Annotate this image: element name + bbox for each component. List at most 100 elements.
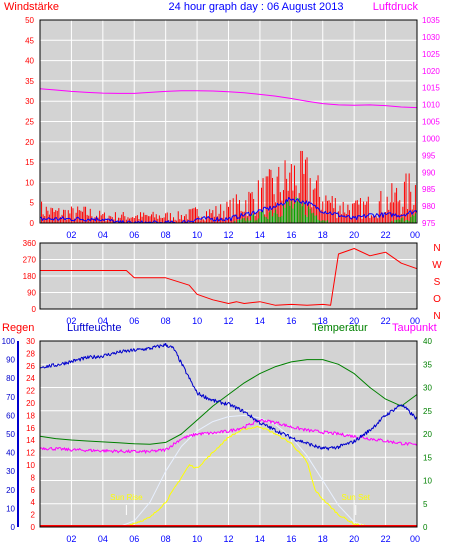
average-wind-line bbox=[39, 197, 418, 224]
rain-y-tick: 8 bbox=[31, 473, 36, 482]
wind-direction-line bbox=[40, 248, 418, 306]
direction-panel-x-tick: 22 bbox=[381, 316, 391, 326]
direction-panel-x-tick: 10 bbox=[192, 316, 202, 326]
temperature-line bbox=[39, 359, 418, 445]
humidity-y-tick: 0 bbox=[11, 523, 16, 532]
humidity-y-tick: 60 bbox=[6, 411, 15, 420]
humidity-y-tick: 50 bbox=[6, 430, 15, 439]
wind-panel-x-tick: 22 bbox=[381, 230, 391, 240]
wind-panel-frame bbox=[39, 19, 418, 224]
sunset-label: Sun Set bbox=[342, 493, 371, 502]
direction-y-tick: 0 bbox=[32, 305, 37, 314]
pressure-y-tick: 1010 bbox=[422, 101, 440, 110]
pressure-y-tick: 980 bbox=[422, 202, 436, 211]
rain-y-tick: 18 bbox=[26, 411, 35, 420]
climate-panel-x-tick: 12 bbox=[223, 534, 233, 544]
rain-y-tick: 0 bbox=[31, 523, 36, 532]
pressure-y-tick: 1025 bbox=[422, 50, 440, 59]
climate-panel-x-tick: 18 bbox=[318, 534, 328, 544]
pressure-y-tick: 1035 bbox=[422, 16, 440, 25]
rain-y-tick: 30 bbox=[26, 337, 35, 346]
wind-y-tick: 5 bbox=[30, 199, 35, 208]
climate-panel-x-tick: 04 bbox=[98, 534, 108, 544]
sunrise-label: Sun Rise bbox=[110, 493, 143, 502]
humidity-y-tick: 10 bbox=[6, 504, 15, 513]
climate-panel-x-tick: 20 bbox=[349, 534, 359, 544]
humidity-y-tick: 90 bbox=[6, 356, 15, 365]
wind-y-tick: 15 bbox=[25, 158, 34, 167]
wind-panel-x-tick: 02 bbox=[66, 230, 76, 240]
humidity-y-tick: 40 bbox=[6, 449, 15, 458]
direction-panel-x-tick: 20 bbox=[349, 316, 359, 326]
rain-y-tick: 12 bbox=[26, 449, 35, 458]
pressure-y-tick: 995 bbox=[422, 151, 436, 160]
pressure-y-tick: 1000 bbox=[422, 134, 440, 143]
wind-panel-x-tick: 00 bbox=[410, 230, 420, 240]
wind-panel-x-tick: 18 bbox=[318, 230, 328, 240]
temperature-y-tick: 15 bbox=[423, 453, 432, 462]
direction-panel-x-tick: 06 bbox=[129, 316, 139, 326]
compass-label: O bbox=[433, 294, 441, 305]
pressure-line bbox=[39, 88, 418, 109]
chart-title: 24 hour graph day : 06 August 2013 bbox=[169, 1, 344, 13]
wind-panel-x-tick: 20 bbox=[349, 230, 359, 240]
climate-panel-x-tick: 02 bbox=[66, 534, 76, 544]
rain-y-tick: 16 bbox=[26, 424, 35, 433]
wind-y-tick: 50 bbox=[25, 16, 34, 25]
pressure-y-tick: 975 bbox=[422, 219, 436, 228]
rain-y-tick: 28 bbox=[26, 349, 35, 358]
wind-y-tick: 30 bbox=[25, 97, 34, 106]
climate-panel-frame bbox=[39, 340, 418, 528]
direction-y-tick: 360 bbox=[23, 239, 37, 248]
rain-y-tick: 24 bbox=[26, 374, 35, 383]
humidity-y-tick: 80 bbox=[6, 374, 15, 383]
direction-panel-frame bbox=[39, 242, 418, 310]
climate-panel-x-tick: 06 bbox=[129, 534, 139, 544]
dewpoint-line bbox=[39, 418, 418, 454]
wind-y-tick: 25 bbox=[25, 118, 34, 127]
climate-panel-x-tick: 16 bbox=[286, 534, 296, 544]
direction-panel-x-tick: 02 bbox=[66, 316, 76, 326]
rain-y-tick: 20 bbox=[26, 399, 35, 408]
rain-y-tick: 4 bbox=[31, 498, 36, 507]
climate-panel-x-tick: 08 bbox=[161, 534, 171, 544]
compass-label: W bbox=[432, 260, 442, 271]
wind-y-tick: 20 bbox=[25, 138, 34, 147]
humidity-y-tick: 20 bbox=[6, 486, 15, 495]
solar-max-line bbox=[40, 414, 417, 528]
wind-panel-x-tick: 12 bbox=[223, 230, 233, 240]
humidity-y-tick: 70 bbox=[6, 393, 15, 402]
direction-panel-x-tick: 08 bbox=[161, 316, 171, 326]
direction-y-tick: 270 bbox=[23, 256, 37, 265]
rain-y-tick: 2 bbox=[31, 511, 36, 520]
rain-y-tick: 6 bbox=[31, 486, 36, 495]
pressure-y-tick: 1015 bbox=[422, 84, 440, 93]
pressure-y-tick: 1005 bbox=[422, 118, 440, 127]
rain-y-tick: 22 bbox=[26, 387, 35, 396]
wind-y-tick: 45 bbox=[25, 36, 34, 45]
wind-panel-x-tick: 10 bbox=[192, 230, 202, 240]
wind-y-tick: 40 bbox=[25, 57, 34, 66]
wind-panel-x-tick: 06 bbox=[129, 230, 139, 240]
wind-panel-x-tick: 04 bbox=[98, 230, 108, 240]
direction-panel-x-tick: 18 bbox=[318, 316, 328, 326]
temperature-axis-label: Temperatur bbox=[312, 322, 368, 334]
temperature-y-tick: 30 bbox=[423, 384, 432, 393]
humidity-y-tick: 100 bbox=[2, 337, 16, 346]
humidity-axis-label: Luftfeuchte bbox=[67, 322, 121, 334]
pressure-axis-label: Luftdruck bbox=[373, 1, 419, 13]
pressure-y-tick: 985 bbox=[422, 185, 436, 194]
direction-panel-x-tick: 12 bbox=[223, 316, 233, 326]
pressure-y-tick: 1030 bbox=[422, 33, 440, 42]
compass-label: N bbox=[433, 243, 440, 254]
dewpoint-axis-label: Taupunkt bbox=[392, 322, 437, 334]
rain-y-tick: 10 bbox=[26, 461, 35, 470]
climate-panel-x-tick: 22 bbox=[381, 534, 391, 544]
temperature-y-tick: 20 bbox=[423, 430, 432, 439]
temperature-y-tick: 10 bbox=[423, 477, 432, 486]
humidity-line bbox=[39, 342, 418, 451]
temperature-y-tick: 5 bbox=[423, 500, 428, 509]
climate-panel-x-tick: 14 bbox=[255, 534, 265, 544]
wind-y-tick: 35 bbox=[25, 77, 34, 86]
